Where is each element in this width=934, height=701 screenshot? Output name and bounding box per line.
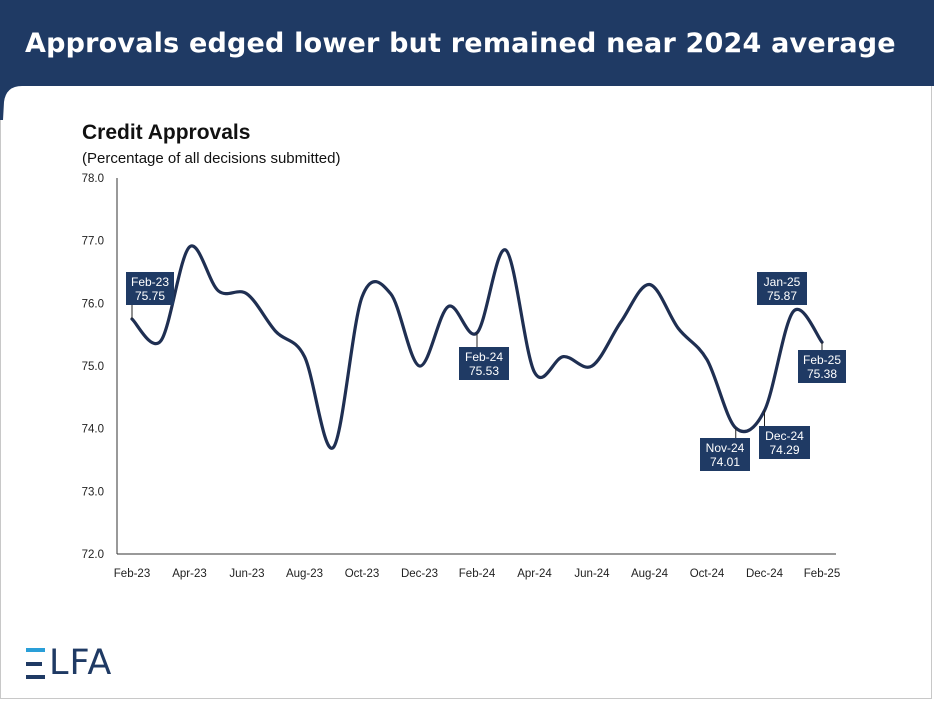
x-tick-label: Feb-25 xyxy=(804,568,840,580)
annotation-box xyxy=(126,272,174,305)
y-tick-label: 75.0 xyxy=(82,361,104,373)
x-tick-label: Jun-24 xyxy=(574,568,610,580)
x-tick-label: Oct-24 xyxy=(690,568,725,580)
annotation-label: Feb-25 xyxy=(803,353,841,367)
logo-bar-top xyxy=(26,648,45,652)
annotation-box xyxy=(459,347,509,380)
x-tick-label: Feb-24 xyxy=(459,568,496,580)
y-tick-label: 77.0 xyxy=(82,236,104,248)
annotation-box xyxy=(759,426,810,459)
x-tick-label: Apr-24 xyxy=(517,568,552,580)
series-line xyxy=(130,244,824,450)
x-tick-label: Aug-24 xyxy=(631,568,669,580)
annotation-value: 74.29 xyxy=(769,443,799,457)
annotation-label: Feb-24 xyxy=(465,350,503,364)
header-banner-shape xyxy=(0,0,934,120)
y-tick-label: 73.0 xyxy=(82,486,104,498)
page-title: Approvals edged lower but remained near … xyxy=(25,28,896,59)
x-tick-label: Apr-23 xyxy=(172,568,207,580)
chart-subtitle: (Percentage of all decisions submitted) xyxy=(82,150,341,167)
y-tick-label: 74.0 xyxy=(82,424,104,436)
x-tick-label: Dec-24 xyxy=(746,568,784,580)
logo-bar-bottom xyxy=(26,675,45,679)
y-tick-label: 78.0 xyxy=(82,173,104,185)
y-tick-label: 72.0 xyxy=(82,549,104,561)
elfa-logo: LFA xyxy=(26,643,113,683)
x-tick-label: Dec-23 xyxy=(401,568,438,580)
x-tick-label: Jun-23 xyxy=(229,568,264,580)
x-tick-label: Feb-23 xyxy=(114,568,150,580)
logo-text: LFA xyxy=(49,643,113,683)
chart-title: Credit Approvals xyxy=(82,121,251,144)
annotation-label: Feb-23 xyxy=(131,275,169,289)
header-banner xyxy=(0,0,934,120)
annotation-value: 75.87 xyxy=(767,289,797,303)
y-tick-label: 76.0 xyxy=(82,298,104,310)
x-tick-label: Oct-23 xyxy=(345,568,380,580)
series-line-layer xyxy=(130,244,824,450)
annotation-layer: Feb-2375.75Feb-2475.53Nov-2474.01Dec-247… xyxy=(126,272,846,471)
annotation-label: Jan-25 xyxy=(764,275,801,289)
annotation-box xyxy=(757,272,807,305)
logo-bar-middle xyxy=(26,661,42,666)
logo-e-mark xyxy=(26,648,45,679)
annotation-value: 75.53 xyxy=(469,364,499,378)
chart-axes: 72.0 73.0 74.0 75.0 76.0 77.0 78.0 Feb-23 Apr-23… xyxy=(82,173,841,580)
annotation-label: Nov-24 xyxy=(706,441,745,455)
annotation-value: 75.75 xyxy=(135,289,165,303)
annotation-box xyxy=(700,438,750,471)
annotation-value: 75.38 xyxy=(807,367,837,381)
annotation-label: Dec-24 xyxy=(765,429,804,443)
x-tick-label: Aug-23 xyxy=(286,568,323,580)
annotation-value: 74.01 xyxy=(710,455,740,469)
annotation-box xyxy=(798,350,846,383)
